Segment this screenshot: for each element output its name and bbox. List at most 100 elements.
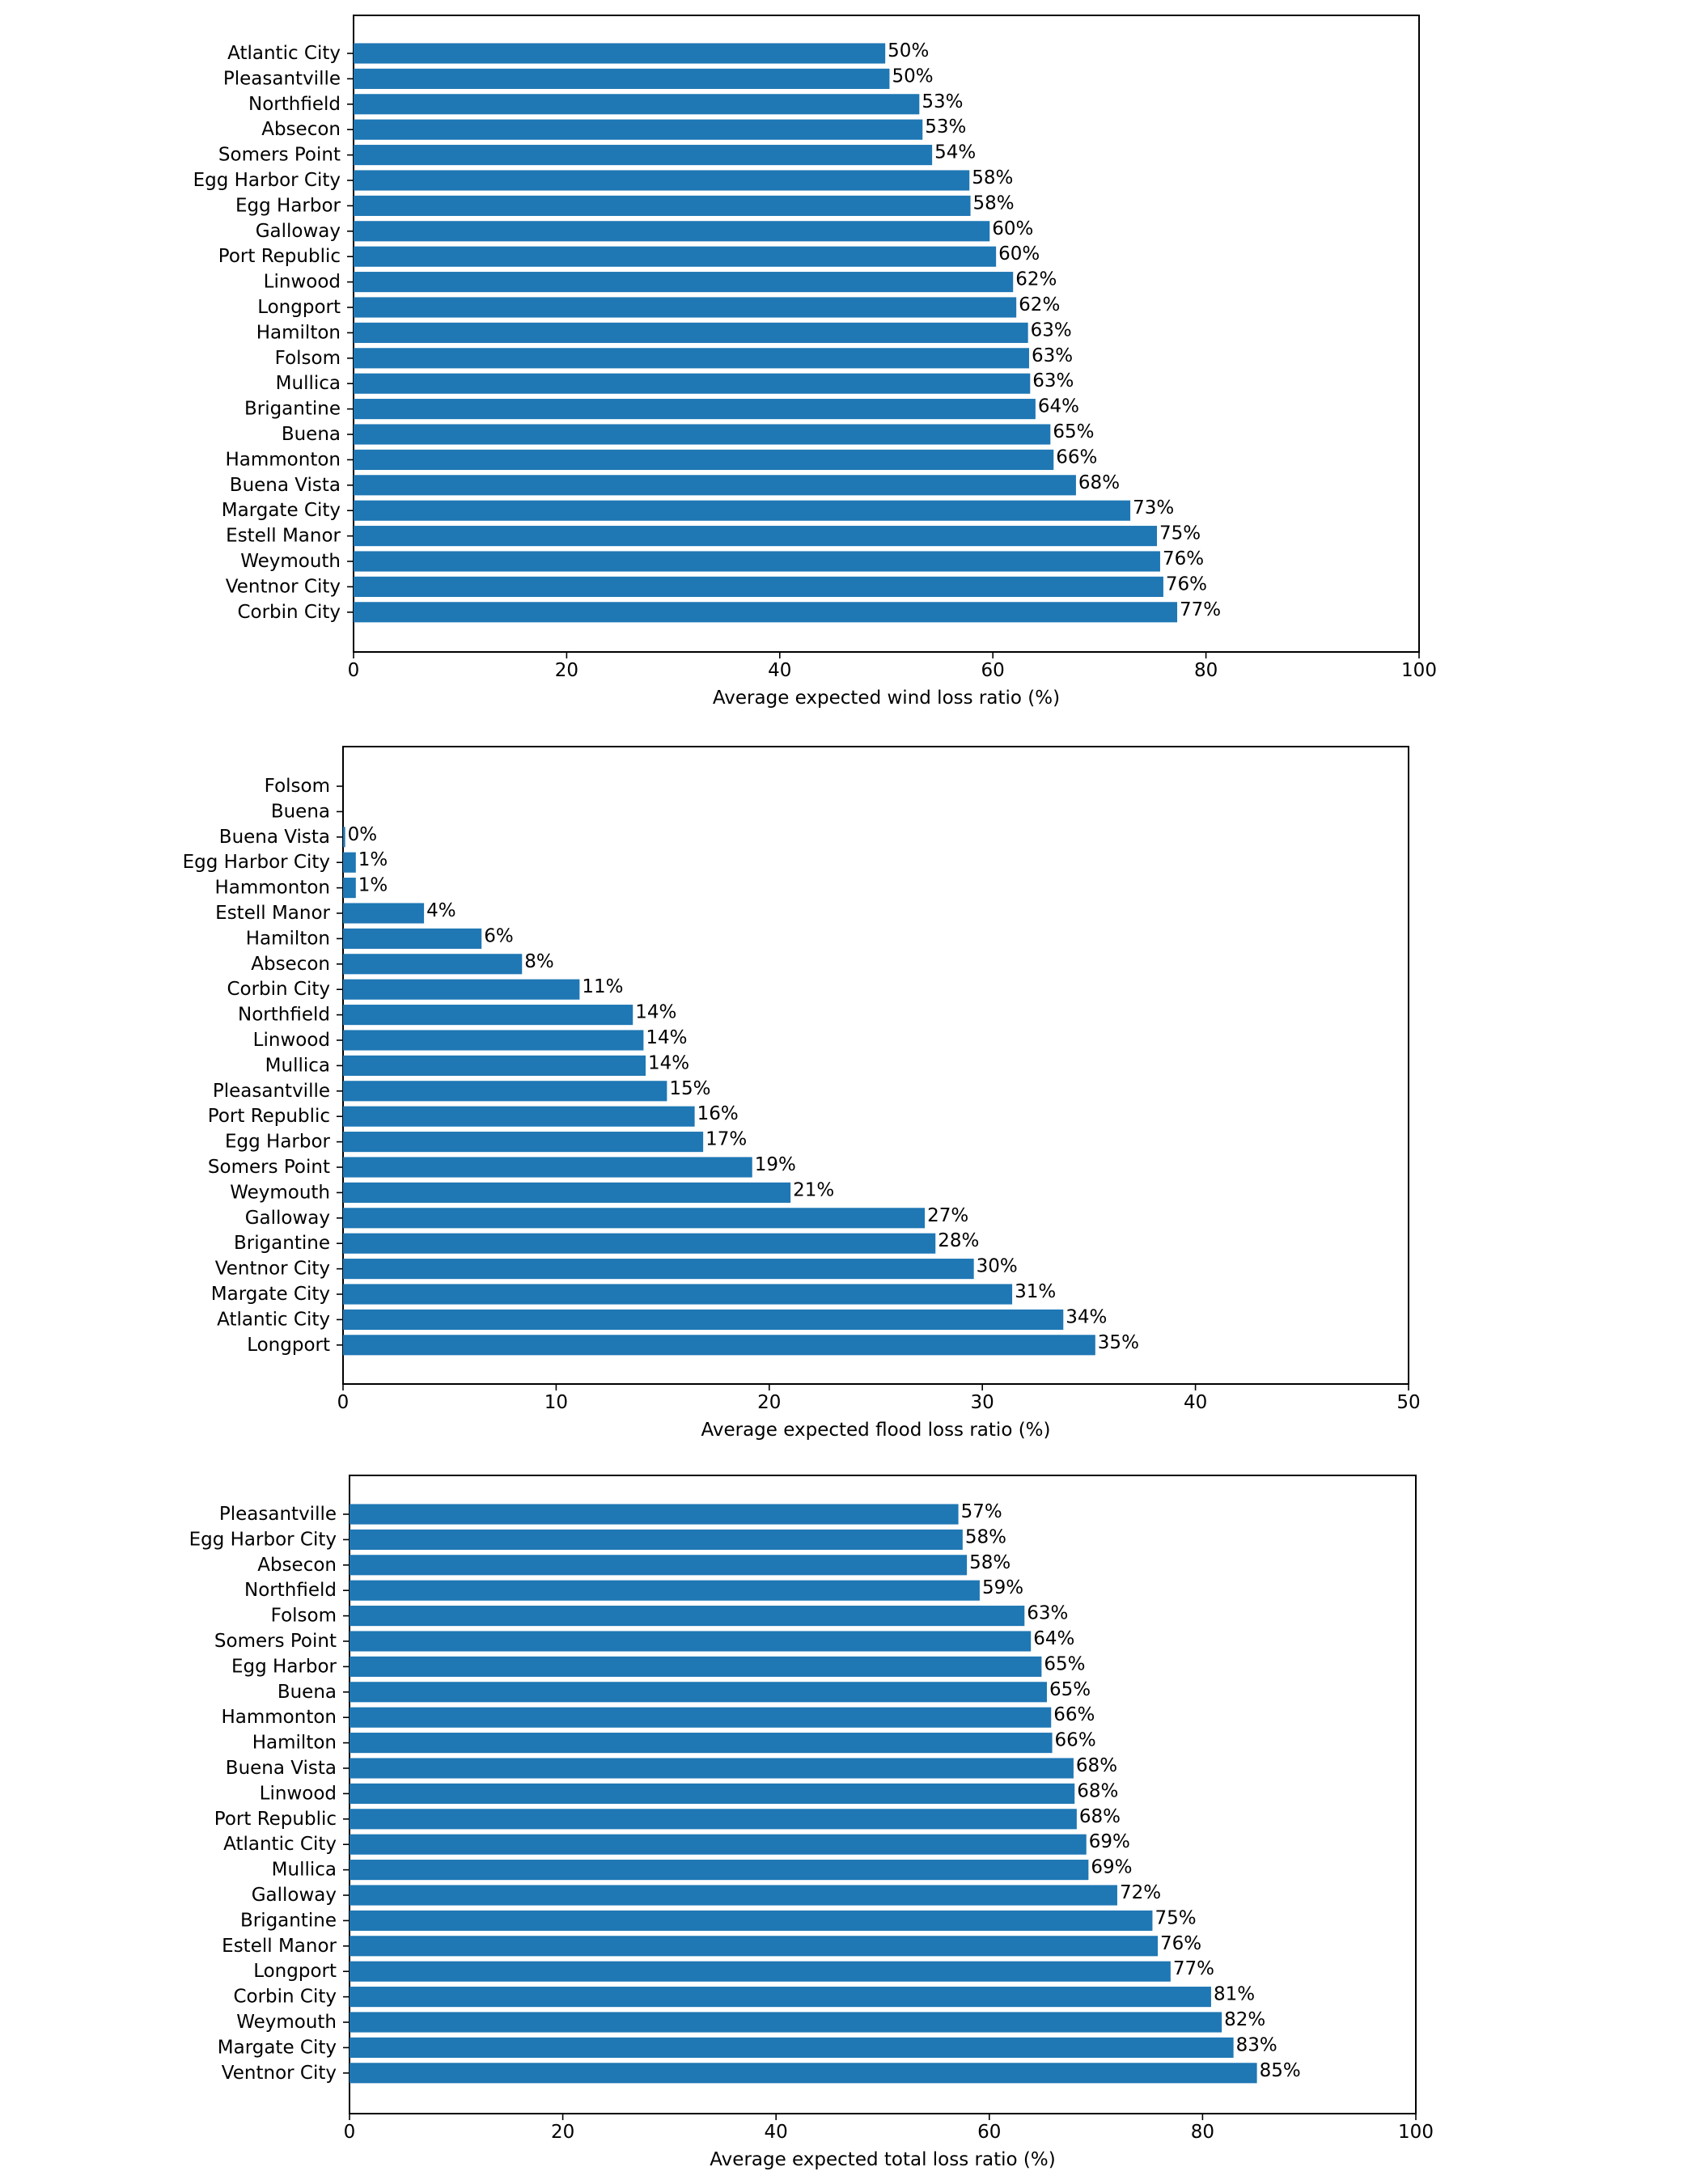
chart3-xtick-label: 100 — [1398, 2122, 1434, 2143]
chart2-bar — [343, 1233, 936, 1254]
chart2-x-axis-label: Average expected flood loss ratio (%) — [701, 1420, 1050, 1441]
chart2-bar — [343, 1284, 1013, 1305]
chart1-bar — [354, 322, 1028, 343]
chart1-bar — [354, 246, 997, 267]
chart3-bar — [350, 1758, 1074, 1779]
chart3-data-label: 81% — [1214, 1984, 1255, 2005]
chart2-ytick-label: Weymouth — [230, 1182, 330, 1203]
chart2-data-label: 30% — [977, 1256, 1018, 1277]
chart1-ytick-label: Linwood — [264, 272, 341, 293]
chart3-bar — [350, 2012, 1222, 2033]
chart2-bar — [343, 1259, 974, 1280]
chart2-data-label: 14% — [648, 1052, 689, 1073]
chart2-data-label: 14% — [646, 1027, 687, 1048]
chart3-bar — [350, 1555, 968, 1576]
chart3-data-label: 76% — [1160, 1933, 1201, 1954]
chart1-ytick-label: Galloway — [256, 221, 341, 242]
chart1-bar — [354, 373, 1031, 394]
chart2-ytick-label: Atlantic City — [217, 1309, 330, 1330]
chart3-bar — [350, 1656, 1042, 1677]
chart3-data-label: 59% — [982, 1577, 1023, 1598]
chart3-ytick-label: Longport — [253, 1961, 337, 1982]
chart1-data-label: 68% — [1078, 472, 1120, 493]
chart3-ytick-label: Absecon — [257, 1555, 337, 1576]
chart3-ytick-label: Ventnor City — [222, 2063, 337, 2084]
chart1-bar — [354, 145, 933, 166]
chart1-data-label: 64% — [1038, 396, 1079, 417]
chart1-data-label: 66% — [1056, 447, 1097, 468]
chart1-bar — [354, 272, 1014, 293]
chart3-data-label: 58% — [965, 1526, 1006, 1547]
chart1-ytick-label: Northfield — [248, 94, 341, 115]
chart3-bar — [350, 2037, 1234, 2058]
chart1-xtick-label: 60 — [981, 660, 1005, 681]
chart3-data-label: 85% — [1260, 2060, 1301, 2081]
chart2-ytick-label: Folsom — [265, 776, 330, 797]
chart3-bar — [350, 1529, 963, 1550]
chart2-data-label: 14% — [635, 1002, 676, 1023]
chart2-bar — [343, 878, 356, 899]
chart2-xtick-label: 50 — [1396, 1392, 1420, 1413]
chart3-data-label: 65% — [1049, 1679, 1091, 1700]
chart3-ytick-label: Egg Harbor City — [189, 1529, 337, 1550]
chart1-data-label: 50% — [888, 40, 929, 61]
chart3-ytick-label: Northfield — [244, 1580, 337, 1601]
chart1-ytick-label: Brigantine — [244, 399, 341, 420]
chart3-bar — [350, 1987, 1211, 2008]
chart2-bar — [343, 1132, 704, 1153]
chart2-ytick-label: Estell Manor — [215, 903, 330, 924]
chart3-bar — [350, 1783, 1075, 1804]
chart1-xtick-label: 100 — [1401, 660, 1437, 681]
chart2-bar — [343, 852, 356, 873]
chart1-ytick-label: Corbin City — [237, 602, 341, 623]
chart3-bar — [350, 1580, 980, 1601]
chart3-bar — [350, 1733, 1053, 1754]
chart1-data-label: 63% — [1031, 320, 1072, 341]
chart1-bar — [354, 449, 1054, 470]
chart3-ytick-label: Hamilton — [252, 1733, 337, 1754]
chart3-data-label: 68% — [1076, 1755, 1117, 1776]
chart1-bar — [354, 576, 1163, 597]
chart1-ytick-label: Longport — [257, 297, 341, 318]
chart2-data-label: 16% — [697, 1103, 739, 1124]
chart3-ytick-label: Hammonton — [221, 1707, 337, 1728]
chart3-ytick-label: Atlantic City — [223, 1834, 337, 1855]
chart1-ytick-label: Hammonton — [225, 449, 341, 470]
chart1-bar — [354, 119, 923, 140]
chart1-bar — [354, 195, 971, 216]
chart1-ytick-label: Hamilton — [256, 322, 341, 343]
chart2-bar — [343, 1005, 633, 1026]
chart3-bar — [350, 1504, 959, 1525]
chart1-bar — [354, 68, 890, 89]
chart2-data-label: 28% — [938, 1230, 979, 1251]
chart2-data-label: 15% — [669, 1078, 710, 1099]
chart2-ytick-label: Brigantine — [234, 1233, 330, 1254]
chart2-ytick-label: Northfield — [238, 1005, 330, 1026]
chart3-xtick-label: 60 — [977, 2122, 1001, 2143]
chart1-bar — [354, 297, 1017, 318]
chart3-data-label: 63% — [1027, 1603, 1068, 1624]
chart2-bar — [343, 1055, 646, 1076]
chart2-ytick-label: Absecon — [251, 954, 330, 975]
chart1-ytick-label: Egg Harbor City — [193, 170, 341, 191]
chart3-bar — [350, 1860, 1089, 1881]
chart1-ytick-label: Atlantic City — [227, 43, 341, 64]
chart2-ytick-label: Galloway — [245, 1208, 330, 1229]
chart1-bar — [354, 602, 1178, 623]
chart2-ytick-label: Longport — [247, 1335, 330, 1356]
chart2-bar — [343, 928, 482, 949]
chart3-ytick-label: Margate City — [218, 2037, 337, 2058]
chart1-data-label: 77% — [1180, 599, 1221, 620]
chart3-ytick-label: Egg Harbor — [231, 1656, 337, 1677]
chart2-ytick-label: Margate City — [211, 1284, 330, 1305]
chart2-ytick-label: Buena — [271, 801, 330, 822]
chart2-data-label: 17% — [705, 1129, 747, 1150]
chart3-ytick-label: Folsom — [271, 1606, 337, 1627]
chart1-ytick-label: Ventnor City — [226, 576, 341, 597]
chart3-ytick-label: Estell Manor — [222, 1936, 337, 1957]
chart1-bar — [354, 399, 1036, 420]
chart1-data-label: 53% — [922, 91, 963, 112]
chart1-bar — [354, 424, 1051, 445]
chart3-data-label: 64% — [1033, 1628, 1074, 1649]
chart2-ytick-label: Corbin City — [227, 979, 330, 1000]
